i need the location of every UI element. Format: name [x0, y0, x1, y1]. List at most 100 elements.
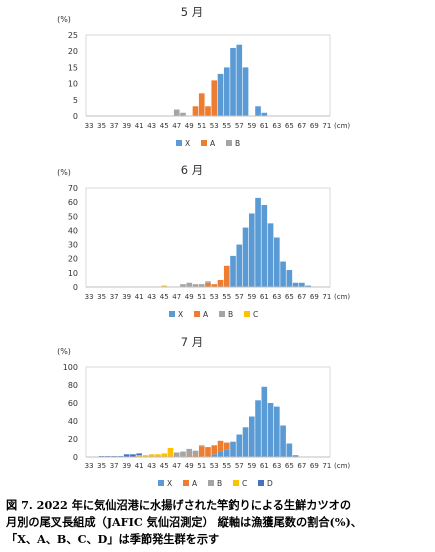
bar-X-53 [211, 454, 218, 457]
legend-swatch-B [208, 480, 214, 486]
chart-3: 7 月 (%) 0 20 40 60 80 100 33 35 37 39 41 43 45 47 49 51 53… [57, 335, 350, 488]
bar-C-46 [167, 448, 174, 457]
x-tick-label: 47 [172, 122, 181, 130]
bar-C-42 [142, 455, 149, 457]
legend-swatch-X [176, 140, 182, 146]
x-tick-label: 67 [297, 462, 306, 470]
x-tick-label: 53 [210, 122, 219, 130]
y-tick-label: 60 [68, 399, 78, 408]
legend-label-B: B [235, 139, 240, 148]
x-tick-label: 47 [172, 462, 181, 470]
bar-A-52 [205, 282, 211, 287]
x-tick-label: 45 [160, 462, 169, 470]
x-tick-label: 49 [185, 462, 194, 470]
bar-C-45 [161, 453, 168, 457]
bar-C-43 [148, 454, 155, 457]
bar-B-48 [180, 284, 186, 287]
legend-swatch-A [183, 480, 189, 486]
x-tick-label: 53 [210, 293, 219, 301]
x-tick-label: 59 [247, 122, 256, 130]
y-tick-label: 5 [73, 96, 78, 105]
y-tick-label: 10 [68, 80, 78, 89]
y-axis-unit: (%) [57, 347, 71, 356]
bar-X-57 [236, 434, 243, 457]
bar-X-59 [248, 416, 255, 457]
bar-A-55 [223, 265, 230, 287]
x-tick-label: 49 [185, 293, 194, 301]
x-tick-label: 65 [285, 462, 294, 470]
legend-label-X: X [167, 479, 172, 488]
bar-X-58 [242, 227, 249, 287]
legend-label-X: X [178, 310, 183, 319]
bar-C-41 [136, 455, 143, 457]
bar-A-51 [198, 446, 205, 457]
x-tick-label: 37 [110, 122, 119, 130]
bar-D-40 [130, 454, 136, 457]
y-tick-label: 40 [68, 226, 78, 235]
y-tick-label: 20 [68, 435, 78, 444]
x-tick-label: 57 [235, 462, 244, 470]
bar-A-50 [192, 106, 199, 116]
bar-X-57 [236, 44, 243, 116]
bar-B-51 [198, 445, 205, 447]
bar-B-52 [205, 281, 211, 283]
bar-X-54 [217, 73, 224, 116]
chart-title: 5 月 [181, 5, 203, 19]
legend-swatch-B [226, 140, 232, 146]
x-tick-label: 51 [197, 462, 206, 470]
bar-B-48 [180, 451, 186, 457]
bar-X-68 [305, 285, 311, 287]
y-axis-unit: (%) [57, 15, 71, 24]
y-tick-label: 80 [68, 381, 78, 390]
bar-B-47 [173, 109, 180, 116]
legend-swatch-X [158, 480, 164, 486]
y-axis-unit: (%) [57, 168, 71, 177]
bar-A-52 [205, 106, 211, 116]
bar-X-60 [255, 106, 261, 116]
x-tick-label: 67 [297, 293, 306, 301]
x-tick-label: 63 [272, 293, 281, 301]
x-tick-label: 39 [122, 293, 131, 301]
bar-X-65 [286, 270, 293, 287]
x-tick-label: 69 [310, 122, 319, 130]
legend-swatch-X [169, 311, 175, 317]
bar-A-51 [198, 93, 205, 116]
bar-X-58 [242, 427, 249, 457]
legend-label-D: D [267, 479, 273, 488]
x-tick-label: 53 [210, 462, 219, 470]
bar-X-62 [267, 403, 274, 457]
bar-D-41 [136, 453, 143, 456]
x-tick-label: 59 [247, 293, 256, 301]
x-axis-unit: (cm) [334, 122, 350, 130]
x-tick-label: 65 [285, 122, 294, 130]
bar-X-67 [299, 282, 305, 287]
bar-X-63 [273, 237, 280, 287]
legend-label-B: B [228, 310, 233, 319]
x-tick-label: 57 [235, 293, 244, 301]
y-tick-label: 20 [68, 255, 78, 264]
bar-A-49 [186, 455, 193, 457]
y-tick-label: 0 [73, 453, 78, 462]
y-tick-label: 100 [63, 363, 78, 372]
bar-X-66 [292, 455, 299, 457]
x-tick-label: 39 [122, 122, 131, 130]
bar-X-61 [261, 204, 268, 287]
x-axis-unit: (cm) [334, 293, 350, 301]
figure-caption: 図 7. 2022 年に気仙沼港に水揚げされた竿釣りによる生鮮カツオの 月別の尾… [6, 497, 434, 548]
legend-label-A: A [210, 139, 216, 148]
legend-label-A: A [192, 479, 198, 488]
x-tick-label: 63 [272, 462, 281, 470]
legend-label-C: C [242, 479, 247, 488]
bar-B-51 [198, 284, 205, 287]
x-tick-label: 45 [160, 122, 169, 130]
bar-X-65 [286, 443, 293, 457]
x-tick-label: 33 [85, 462, 94, 470]
bar-X-66 [292, 282, 299, 287]
bar-X-55 [223, 67, 230, 116]
x-tick-label: 43 [147, 293, 156, 301]
x-tick-label: 47 [172, 293, 181, 301]
bar-X-61 [261, 386, 268, 457]
x-tick-label: 51 [197, 293, 206, 301]
